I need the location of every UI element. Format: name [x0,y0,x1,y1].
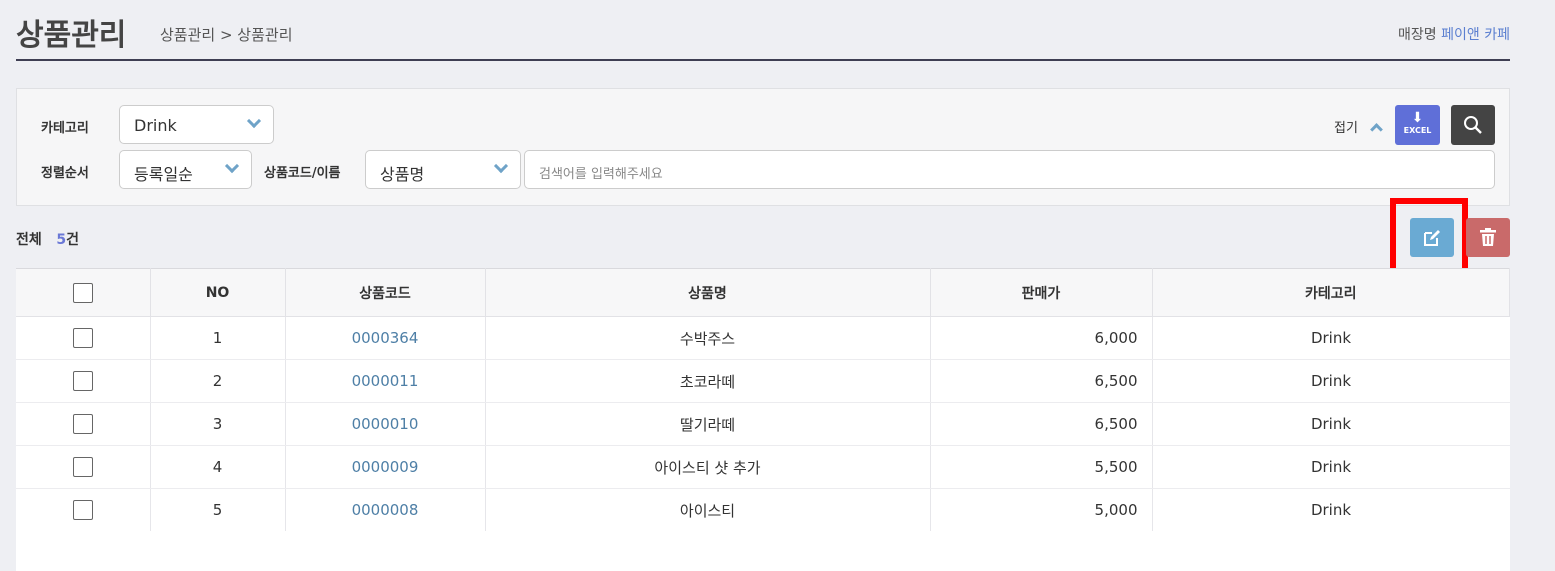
row-no: 3 [149,402,285,446]
row-checkbox[interactable] [72,371,93,391]
edit-icon [1424,230,1440,246]
chevron-up-icon [1370,123,1383,136]
product-price: 6,500 [929,359,1152,403]
product-category: Drink [1151,488,1510,532]
product-price: 6,500 [929,402,1152,446]
product-code-link[interactable]: 0000011 [284,359,485,403]
code-name-label: 상품코드/이름 [264,166,341,181]
product-code-link[interactable]: 0000364 [284,316,485,360]
row-no: 4 [149,445,285,489]
header-category: 카테고리 [1151,268,1510,317]
row-checkbox[interactable] [72,500,93,520]
table-footer-area [16,531,1510,571]
product-category: Drink [1151,359,1510,403]
collapse-toggle[interactable]: 접기 [1334,117,1383,136]
code-name-select[interactable]: 상품명 [365,150,521,189]
table-header-row: NO 상품코드 상품명 판매가 카테고리 [16,268,1510,317]
sort-value: 등록일순 [134,165,193,184]
header-no: NO [149,268,286,317]
row-no: 2 [149,359,285,403]
row-select-cell [16,488,150,532]
download-arrow-icon: ⬇ [1411,110,1424,126]
product-name: 수박주스 [484,316,930,360]
total-count: 전체 5건 [16,229,79,249]
product-name: 딸기라떼 [484,402,930,446]
select-all-checkbox[interactable] [72,282,93,303]
table-row[interactable]: 4 0000009 아이스티 샷 추가 5,500 Drink [16,445,1510,489]
product-name: 아이스티 [484,488,930,532]
breadcrumb: 상품관리 > 상품관리 [160,26,293,44]
product-price: 6,000 [929,316,1152,360]
code-name-value: 상품명 [380,165,425,184]
product-category: Drink [1151,445,1510,489]
product-category: Drink [1151,316,1510,360]
chevron-down-icon [246,113,262,129]
row-select-cell [16,316,150,360]
search-icon [1464,116,1482,134]
product-table: NO 상품코드 상품명 판매가 카테고리 1 0000364 수박주스 6,00… [16,268,1510,532]
page-title: 상품관리 [16,18,127,53]
category-select[interactable]: Drink [119,105,274,144]
total-label: 전체 [16,232,42,248]
row-select-cell [16,445,150,489]
edit-button[interactable] [1410,218,1454,257]
trash-icon [1480,228,1496,246]
product-code-link[interactable]: 0000010 [284,402,485,446]
excel-download-button[interactable]: ⬇ EXCEL [1395,105,1440,145]
search-button[interactable] [1451,105,1495,145]
product-price: 5,500 [929,445,1152,489]
table-row[interactable]: 1 0000364 수박주스 6,000 Drink [16,316,1510,360]
table-row[interactable]: 5 0000008 아이스티 5,000 Drink [16,488,1510,532]
row-checkbox[interactable] [72,328,93,348]
header-code: 상품코드 [284,268,486,317]
store-label: 매장명 [1398,27,1437,43]
sort-select[interactable]: 등록일순 [119,150,252,189]
select-all-cell [16,268,151,317]
row-checkbox[interactable] [72,414,93,434]
category-value: Drink [134,116,177,135]
store-info: 매장명 페이앤 카페 [1398,24,1510,44]
table-row[interactable]: 3 0000010 딸기라떼 6,500 Drink [16,402,1510,446]
product-category: Drink [1151,402,1510,446]
excel-label: EXCEL [1403,126,1432,135]
product-name: 초코라떼 [484,359,930,403]
category-label: 카테고리 [41,121,89,136]
collapse-label: 접기 [1334,121,1358,136]
row-no: 5 [149,488,285,532]
row-no: 1 [149,316,285,360]
delete-button[interactable] [1466,218,1510,257]
header-name: 상품명 [484,268,931,317]
header-price: 판매가 [929,268,1153,317]
row-select-cell [16,359,150,403]
title-divider [16,59,1510,61]
store-name: 페이앤 카페 [1441,27,1510,43]
product-name: 아이스티 샷 추가 [484,445,930,489]
product-price: 5,000 [929,488,1152,532]
chevron-down-icon [493,158,509,174]
count-unit: 건 [66,232,80,248]
product-code-link[interactable]: 0000008 [284,488,485,532]
chevron-down-icon [224,158,240,174]
table-row[interactable]: 2 0000011 초코라떼 6,500 Drink [16,359,1510,403]
row-select-cell [16,402,150,446]
sort-label: 정렬순서 [41,166,89,181]
count-value: 5 [56,232,67,248]
row-checkbox[interactable] [72,457,93,477]
product-code-link[interactable]: 0000009 [284,445,485,489]
search-input[interactable]: 검색어를 입력해주세요 [524,150,1495,189]
